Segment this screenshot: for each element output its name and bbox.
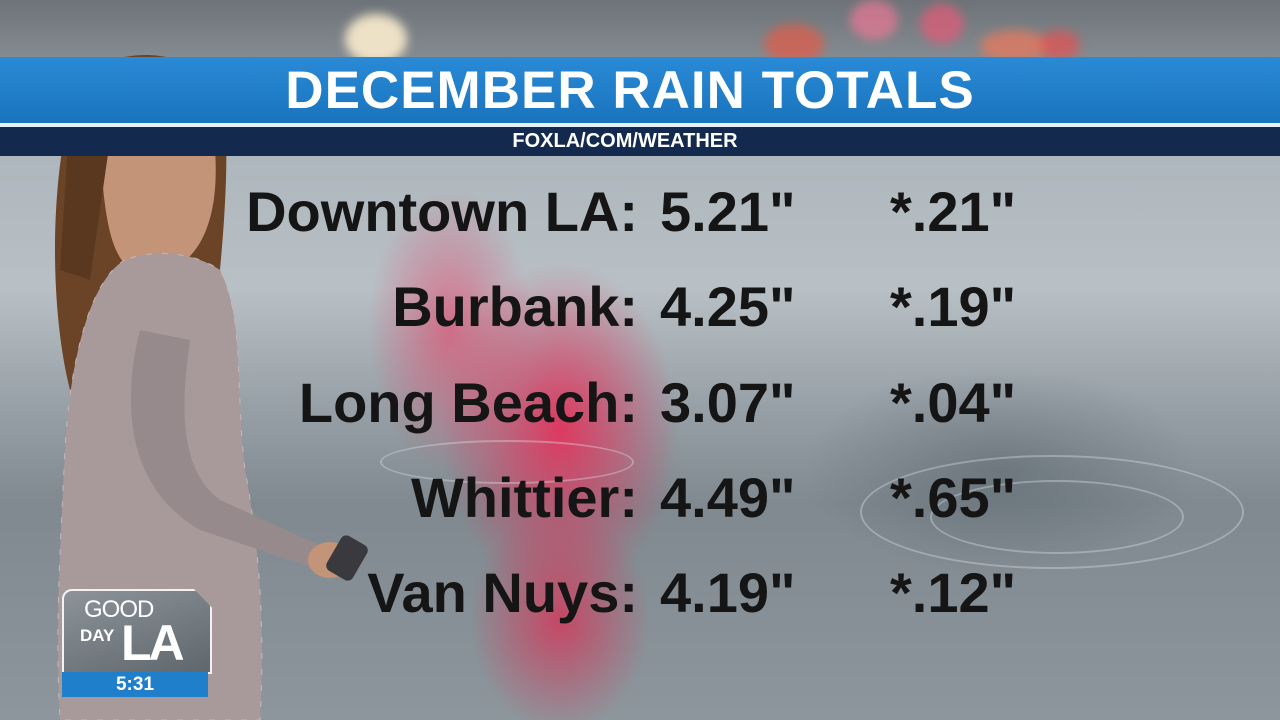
logo-text-day: DAY (80, 626, 115, 645)
location-label: Burbank: (392, 275, 638, 338)
monthly-total: 4.19" (660, 561, 796, 624)
daily-total: *.19" (890, 275, 1017, 338)
daily-total: *.04" (890, 371, 1017, 434)
water-ripple (930, 480, 1184, 554)
website-url: FOXLA/COM/WEATHER (512, 130, 738, 152)
logo-text-la: LA (121, 615, 185, 671)
broadcast-clock: 5:31 (62, 672, 208, 697)
rain-row-long-beach: Long Beach: 3.07" *.04" (0, 368, 1280, 438)
location-label: Whittier: (410, 466, 638, 529)
daily-total: *.65" (890, 466, 1017, 529)
banner-divider (0, 123, 1280, 127)
bokeh-light (345, 14, 407, 64)
bokeh-light (1040, 30, 1080, 60)
bokeh-light (920, 4, 964, 44)
daily-total: *.12" (890, 561, 1017, 624)
monthly-total: 3.07" (660, 371, 796, 434)
rain-row-whittier: Whittier: 4.49" *.65" (0, 463, 1280, 533)
page-title: DECEMBER RAIN TOTALS (285, 61, 975, 120)
monthly-total: 4.49" (660, 466, 796, 529)
location-label: Downtown LA: (246, 180, 638, 243)
rain-row-downtown-la: Downtown LA: 5.21" *.21" (0, 177, 1280, 247)
rain-row-burbank: Burbank: 4.25" *.19" (0, 272, 1280, 342)
title-banner (0, 57, 1280, 124)
subtitle-bar (0, 127, 1280, 156)
water-ripple (860, 455, 1244, 569)
monthly-total: 5.21" (660, 180, 796, 243)
location-label: Van Nuys: (367, 561, 638, 624)
bokeh-light (980, 30, 1050, 62)
logo-text-good: GOOD (84, 596, 154, 623)
rain-row-van-nuys: Van Nuys: 4.19" *.12" (0, 558, 1280, 628)
bokeh-light (850, 0, 898, 40)
monthly-total: 4.25" (660, 275, 796, 338)
water-ripple (380, 440, 634, 484)
daily-total: *.21" (890, 180, 1017, 243)
location-label: Long Beach: (298, 371, 638, 434)
